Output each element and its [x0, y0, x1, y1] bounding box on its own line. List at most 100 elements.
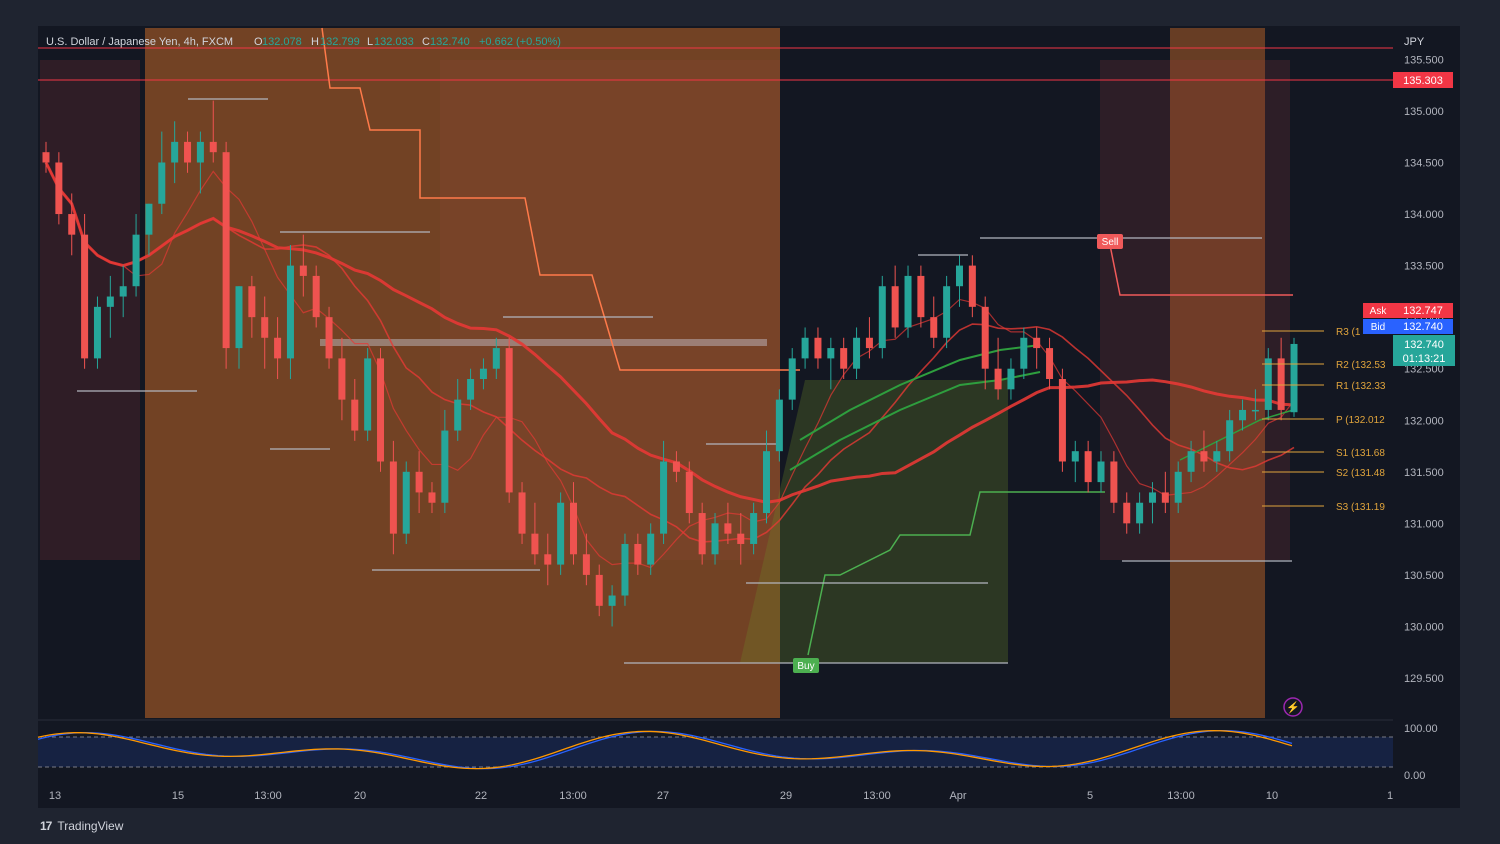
ema-fast: [45, 162, 1295, 569]
candle-body: [1046, 348, 1054, 380]
price-tick: 130.500: [1404, 570, 1444, 582]
bid-value: 132.740: [1403, 321, 1443, 333]
candle-body: [171, 141, 179, 163]
candle-body: [685, 471, 693, 514]
alert-price: 135.303: [1403, 75, 1443, 87]
candle-body: [415, 471, 423, 493]
price-tick: 129.500: [1404, 673, 1444, 685]
time-tick: 13:00: [559, 790, 587, 802]
candle-body: [1174, 471, 1182, 503]
candle-body: [428, 492, 436, 503]
candle-body: [608, 595, 616, 606]
buy-label: Buy: [797, 661, 814, 672]
candle-body: [853, 337, 861, 369]
lightning-icon: ⚡: [1286, 701, 1300, 714]
candle-body: [634, 543, 642, 565]
time-tick: 5: [1087, 790, 1093, 802]
candle-body: [492, 348, 500, 369]
candle-body: [943, 286, 951, 338]
pivot-lines: R3 (1 R2 (132.53 R1 (132.33 P (132.012 S1 (1…: [1262, 327, 1386, 513]
candle-body: [42, 152, 50, 163]
candle-body: [106, 296, 114, 307]
candle-body: [479, 368, 487, 380]
candle-body: [621, 543, 629, 596]
candle-body: [1020, 337, 1028, 369]
time-tick: 13:00: [863, 790, 891, 802]
candle-body: [904, 275, 912, 328]
candle-body: [1277, 358, 1285, 410]
candle-body: [1161, 492, 1169, 503]
candle-body: [338, 358, 346, 400]
time-tick: 13: [49, 790, 61, 802]
bar-countdown: 01:13:21: [1403, 353, 1446, 365]
candle-body: [1239, 409, 1247, 421]
zone-box: [320, 339, 767, 346]
candle-body: [389, 461, 397, 534]
osc-tick: 0.00: [1404, 770, 1425, 782]
ma-green-3: [1179, 409, 1294, 461]
candle-body: [711, 523, 719, 555]
tradingview-logo-icon: 17: [40, 819, 52, 833]
ribbon-band-1: [1170, 28, 1265, 718]
candle-body: [570, 502, 578, 555]
candle-body: [222, 152, 230, 349]
candle-body: [1226, 420, 1234, 452]
candle-body: [878, 286, 886, 349]
oscillator-pane: 100.00 0.00: [37, 719, 1438, 782]
time-tick: 15: [172, 790, 184, 802]
brand[interactable]: 17 TradingView: [40, 819, 123, 833]
trend-band-0: [40, 60, 140, 560]
alert-price-tag[interactable]: 135.303: [1393, 72, 1453, 88]
candle-body: [209, 141, 217, 153]
ask-value: 132.747: [1403, 305, 1443, 317]
trail-stop-sell: [1109, 244, 1293, 296]
time-tick: 13:00: [254, 790, 282, 802]
candle-body: [402, 471, 410, 534]
price-tick: 133.500: [1404, 261, 1444, 273]
candle-body: [840, 348, 848, 369]
pivot-label-p: P (132.012: [1336, 415, 1385, 426]
ask-tag: Ask 132.747: [1363, 303, 1453, 318]
candle-body: [1148, 492, 1156, 503]
candle-body: [299, 265, 307, 276]
sell-signal[interactable]: Sell: [1097, 234, 1123, 249]
candle-body: [145, 203, 153, 235]
candle-body: [647, 533, 655, 565]
candle-body: [119, 286, 127, 297]
price-tick: 135.500: [1404, 54, 1444, 66]
time-tick: 27: [657, 790, 669, 802]
time-tick: 13:00: [1167, 790, 1195, 802]
pivot-label-r2: R2 (132.53: [1336, 360, 1386, 371]
price-tick: 132.000: [1404, 415, 1444, 427]
chart-frame: [38, 26, 1460, 808]
candle-body: [184, 141, 192, 163]
currency-label: JPY: [1404, 36, 1425, 48]
pivot-label-s2: S2 (131.48: [1336, 468, 1385, 479]
candle-body: [660, 461, 668, 534]
replay-button[interactable]: ⚡: [1283, 697, 1303, 717]
candle-body: [827, 348, 835, 359]
price-tick: 134.500: [1404, 158, 1444, 170]
price-tick: 131.500: [1404, 467, 1444, 479]
candle-body: [724, 523, 732, 534]
candle-body: [1123, 502, 1131, 524]
price-tick: 131.000: [1404, 518, 1444, 530]
candle-body: [286, 265, 294, 359]
candle-body: [351, 399, 359, 431]
pivot-label-s3: S3 (131.19: [1336, 502, 1385, 513]
alert-lines: [38, 47, 1393, 346]
candle-body: [917, 275, 925, 318]
brand-name: TradingView: [57, 819, 124, 833]
bands-layer: [40, 28, 1290, 718]
candle-body: [801, 337, 809, 359]
price-tick: 134.000: [1404, 209, 1444, 221]
candle-body: [865, 337, 873, 349]
candle-body: [775, 399, 783, 452]
symbol-title: U.S. Dollar / Japanese Yen, 4h, FXCM: [46, 36, 233, 48]
candle-body: [454, 399, 462, 431]
candle-body: [994, 368, 1002, 390]
ohlc-h-label: H: [311, 36, 319, 48]
buy-signal[interactable]: Buy: [793, 658, 819, 673]
trail-stop-red: [321, 27, 800, 371]
